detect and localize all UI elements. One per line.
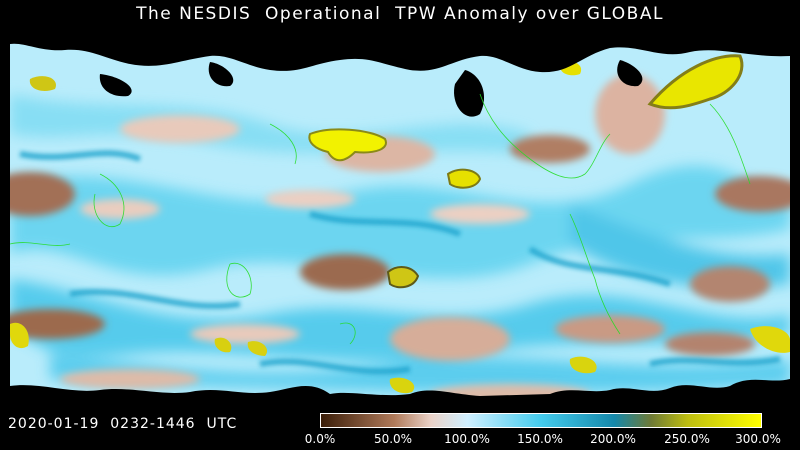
colorbar-tick-label: 200.0% [590,432,636,446]
map-image [10,34,790,402]
anomaly-field-wet-streaks [19,150,781,375]
no-data-region-south [10,379,790,402]
colorbar-tick-label: 100.0% [444,432,490,446]
colorbar [320,413,762,428]
anomaly-field-moist-patches [10,54,790,394]
colorbar-tick-label: 50.0% [373,432,413,446]
anomaly-field-dry-patches [10,74,790,402]
colorbar-tick-label: 300.0% [735,432,781,446]
map-title: The NESDIS Operational TPW Anomaly over … [136,4,664,24]
colorbar-gradient [321,414,761,427]
no-data-region-north [10,34,790,73]
colorbar-tick-label: 0.0% [304,432,336,446]
colorbar-ticks: 0.0% 50.0% 100.0% 150.0% 200.0% 250.0% 3… [0,432,800,448]
colorbar-tick-label: 150.0% [517,432,563,446]
tpw-anomaly-map [10,34,790,402]
observation-time: 2020-01-19 0232-1446 UTC [8,416,238,432]
colorbar-tick-label: 250.0% [664,432,710,446]
